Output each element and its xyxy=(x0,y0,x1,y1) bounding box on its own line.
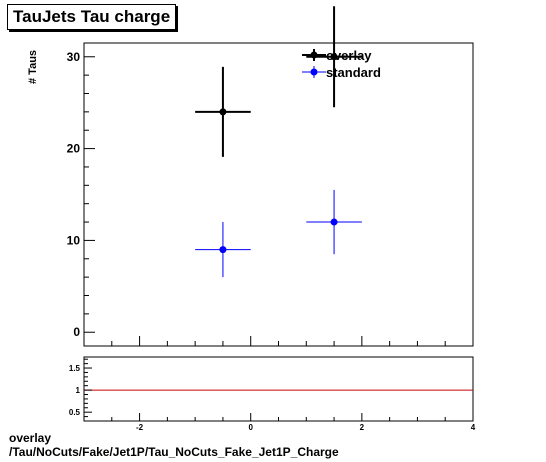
y-axis-label: # Taus xyxy=(27,50,39,84)
footer-line-2: /Tau/NoCuts/Fake/Jet1P/Tau_NoCuts_Fake_J… xyxy=(9,445,339,459)
legend-label: overlay xyxy=(326,48,372,63)
main-plot-points xyxy=(195,6,362,278)
ratio-x-tick-label: -2 xyxy=(136,423,144,430)
main-plot-border xyxy=(83,42,474,347)
ratio-x-tick-label: 2 xyxy=(360,423,365,430)
ratio-y-tick-label: 0.5 xyxy=(69,408,81,417)
ratio-y-tick-label: 1.5 xyxy=(69,364,81,373)
ratio-x-tick-label: 0 xyxy=(248,423,253,430)
legend-entry-overlay: overlay xyxy=(302,48,372,63)
main-plot-frame xyxy=(83,42,474,347)
main-plot-ticks: 0 10 20 30 xyxy=(67,50,474,346)
legend-entry-standard: standard xyxy=(302,65,381,80)
legend-label: standard xyxy=(326,65,381,80)
legend: overlay standard xyxy=(302,48,381,80)
data-point-standard xyxy=(306,189,362,255)
ratio-plot-border xyxy=(83,356,474,422)
ratio-y-tick-label: 1 xyxy=(76,386,81,395)
ratio-plot-ticks: 0.5 1 1.5 -2 0 2 4 xyxy=(69,358,476,430)
marker xyxy=(330,53,338,61)
marker xyxy=(219,246,227,254)
data-point-standard xyxy=(195,222,251,278)
y-tick-label: 10 xyxy=(67,233,81,247)
ratio-plot-frame xyxy=(83,356,474,422)
marker xyxy=(219,108,227,116)
marker xyxy=(330,218,338,226)
y-tick-label: 20 xyxy=(67,142,81,156)
y-tick-label: 0 xyxy=(73,325,80,339)
data-point-overlay xyxy=(195,66,251,157)
footer: overlay /Tau/NoCuts/Fake/Jet1P/Tau_NoCut… xyxy=(9,431,339,459)
chart-title: TauJets Tau charge xyxy=(7,4,177,30)
chart-canvas: 0 10 20 30 overlay standard 0.5 1 1.5 -2 0 2 4 # T… xyxy=(27,6,476,430)
ratio-x-tick-label: 4 xyxy=(471,423,476,430)
legend-marker xyxy=(310,68,318,76)
y-tick-label: 30 xyxy=(67,50,81,64)
footer-line-1: overlay xyxy=(9,431,52,445)
x-axis-label: charge xyxy=(442,429,472,430)
legend-marker xyxy=(310,51,318,59)
